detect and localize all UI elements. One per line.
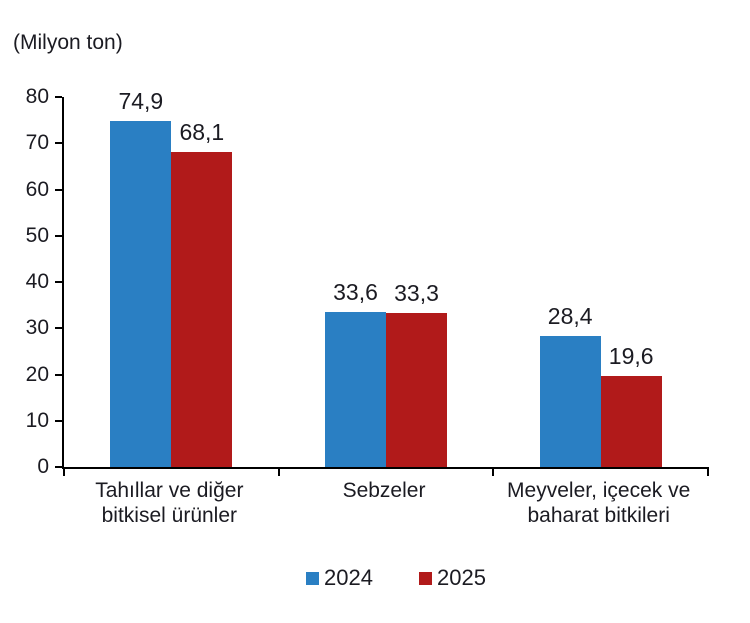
x-axis-tick-mark xyxy=(707,467,709,476)
y-axis-tick-label: 80 xyxy=(25,85,49,108)
bar-value-label: 33,3 xyxy=(394,280,439,306)
legend-swatch-2025 xyxy=(419,571,432,585)
legend-label-2025: 2025 xyxy=(437,565,486,590)
chart-title: (Milyon ton) xyxy=(13,31,123,54)
y-axis-tick-mark xyxy=(55,188,62,191)
category-label: Meyveler, içecek ve baharat bitkileri xyxy=(507,479,691,527)
bar-2025-group1: 68,1 xyxy=(171,119,233,467)
bar-value-label: 68,1 xyxy=(179,119,225,146)
category-labels: Tahıllar ve diğer bitkisel ürünler Sebzel… xyxy=(62,478,706,528)
legend-label-2024: 2024 xyxy=(324,565,373,590)
legend-swatch-2024 xyxy=(306,571,320,585)
bar-2025-group3: 19,6 xyxy=(600,343,662,467)
legend-item-2025: 2025 xyxy=(419,565,486,591)
bar-value-label: 33,6 xyxy=(333,278,378,305)
bar-2025-group2: 33,3 xyxy=(386,280,447,467)
legend-item-2024: 2024 xyxy=(306,565,373,591)
y-axis-tick-label: 20 xyxy=(25,362,49,386)
bar-group: 33,6 33,3 xyxy=(279,97,494,467)
x-axis-tick-mark xyxy=(277,467,280,476)
y-axis-tick-mark xyxy=(55,466,62,468)
bar-value-label: 74,9 xyxy=(118,87,164,114)
x-axis-tick-mark xyxy=(63,467,65,476)
y-axis-tick-label: 30 xyxy=(25,316,49,340)
category-label: Sebzeler xyxy=(342,479,426,502)
y-axis-tick-label: 70 xyxy=(25,131,49,155)
y-axis-tick-label: 60 xyxy=(25,177,49,201)
y-axis-tick-mark xyxy=(55,234,62,237)
y-axis-tick-label: 40 xyxy=(25,270,49,293)
y-axis-tick-mark xyxy=(55,281,62,283)
y-axis-tick-mark xyxy=(55,96,62,98)
y-axis-tick-mark xyxy=(55,327,62,330)
plot-area: 74,9 68,1 33,6 33,3 28,4 19,6 0 10 20 30 40 50 60 70… xyxy=(26,85,709,478)
y-axis-tick-label: 50 xyxy=(25,223,49,247)
bar-group: 28,4 19,6 xyxy=(493,97,708,467)
bar-2024-group2: 33,6 xyxy=(325,279,386,467)
bar-value-label: 19,6 xyxy=(608,343,654,370)
y-axis-tick-mark xyxy=(55,373,62,376)
bar-2024-group3: 28,4 xyxy=(539,303,601,467)
bar-2024-group1: 74,9 xyxy=(110,88,172,467)
y-axis-tick-label: 10 xyxy=(25,408,49,432)
legend: 2024 2025 xyxy=(74,565,718,591)
y-axis-tick-mark xyxy=(55,142,62,145)
bar-group: 74,9 68,1 xyxy=(64,88,279,467)
x-axis-tick-mark xyxy=(492,467,495,476)
bars-layer: 74,9 68,1 33,6 33,3 28,4 19,6 xyxy=(64,88,708,467)
bar-value-label: 28,4 xyxy=(547,302,593,329)
y-axis-tick-mark xyxy=(55,419,62,422)
y-axis-tick-label: 0 xyxy=(37,455,49,478)
category-label: Tahıllar ve diğer bitkisel ürünler xyxy=(95,479,244,527)
